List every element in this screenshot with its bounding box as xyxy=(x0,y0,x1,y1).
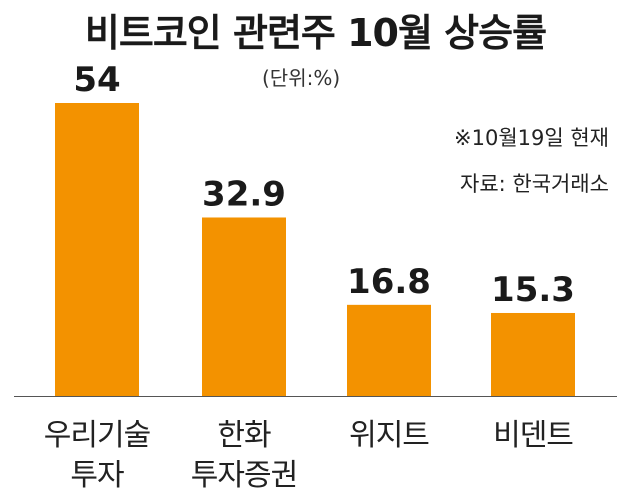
unit-label: (단위:%) xyxy=(262,66,341,90)
date-note: ※10월19일 현재 xyxy=(454,126,609,150)
category-label-line: 한화 xyxy=(217,418,271,453)
bar xyxy=(347,304,431,396)
category-label: 위지트 xyxy=(304,416,474,456)
source-note: 자료: 한국거래소 xyxy=(460,172,609,196)
category-label-line: 비덴트 xyxy=(493,418,574,453)
data-label: 32.9 xyxy=(202,174,286,214)
data-label: 54 xyxy=(73,60,120,100)
chart-title: 비트코인 관련주 10월 상승률 xyxy=(84,11,547,55)
category-label-line: 투자증권 xyxy=(190,458,298,493)
data-label: 15.3 xyxy=(491,270,575,310)
category-label: 비덴트 xyxy=(448,416,618,456)
data-label: 16.8 xyxy=(347,262,431,302)
category-label-line: 위지트 xyxy=(349,418,430,453)
category-label-line: 우리기술 xyxy=(43,418,151,453)
category-label-line: 투자 xyxy=(70,458,124,493)
bar xyxy=(491,312,575,396)
bar xyxy=(55,103,139,396)
bar xyxy=(202,217,286,396)
